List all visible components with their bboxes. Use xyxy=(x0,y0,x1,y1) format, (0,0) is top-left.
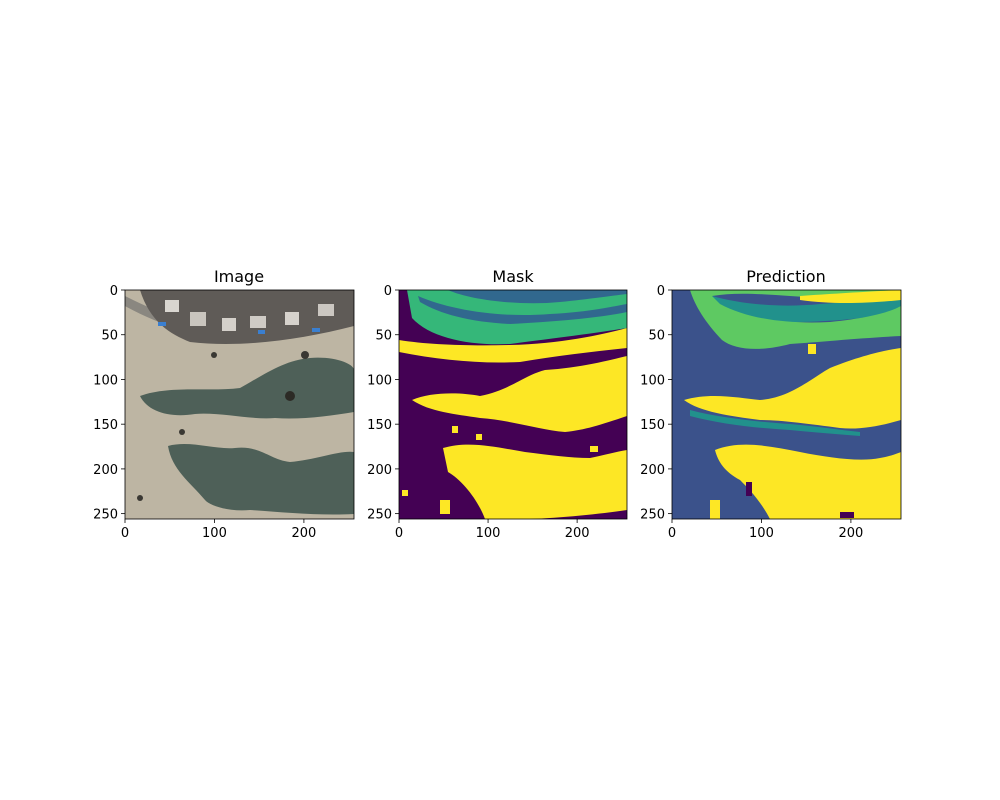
pool xyxy=(258,330,265,334)
y-tick-label: 150 xyxy=(93,418,118,433)
prediction-class-3-speck xyxy=(808,344,816,354)
mask-class-1-mid xyxy=(418,296,627,324)
prediction-class-1-edge xyxy=(690,410,860,436)
y-tick-label: 200 xyxy=(640,463,665,478)
x-tick-label: 200 xyxy=(838,526,863,541)
mask-class-3-speck xyxy=(402,490,408,496)
prediction-class-2-band xyxy=(690,290,901,349)
y-tick-label: 200 xyxy=(93,463,118,478)
y-tick-label: 0 xyxy=(110,284,118,299)
y-tick-label: 200 xyxy=(367,463,392,478)
house-roof xyxy=(190,312,206,326)
y-tick-label: 50 xyxy=(375,329,392,344)
image-axes: 0 100 200 0 50 100 150 200 250 xyxy=(93,284,316,541)
mask-class-3-upper xyxy=(399,328,627,363)
pool xyxy=(312,328,320,332)
mask-heatmap xyxy=(399,290,627,519)
shrub xyxy=(137,495,143,501)
x-tick-label: 0 xyxy=(121,526,129,541)
prediction-panel: Prediction 0 100 200 0 50 100 150 200 250 xyxy=(640,267,902,541)
mask-class-3-speck xyxy=(452,426,458,433)
mask-class-3-speck xyxy=(440,500,450,514)
green-area-lower xyxy=(168,444,354,515)
y-tick-label: 100 xyxy=(367,373,392,388)
prediction-class-1-band xyxy=(712,292,901,322)
x-tick-label: 100 xyxy=(749,526,774,541)
x-tick-label: 100 xyxy=(476,526,501,541)
mask-class-3-speck xyxy=(476,434,482,440)
house-roof xyxy=(250,316,266,328)
y-tick-label: 100 xyxy=(93,373,118,388)
x-tick-label: 100 xyxy=(202,526,227,541)
y-tick-label: 50 xyxy=(648,329,665,344)
mask-frame xyxy=(398,289,628,520)
y-tick-label: 250 xyxy=(640,508,665,523)
prediction-class-3-lower xyxy=(715,444,901,519)
y-tick-label: 50 xyxy=(101,329,118,344)
house-roof xyxy=(222,318,236,331)
image-title: Image xyxy=(214,267,264,286)
mask-class-3-speck xyxy=(590,446,598,452)
prediction-class-0-speck xyxy=(840,512,854,518)
x-tick-label: 200 xyxy=(291,526,316,541)
house-roof xyxy=(318,304,334,316)
prediction-class-0-speck xyxy=(746,482,752,496)
prediction-class-3-middle xyxy=(684,348,901,429)
image-panel: Image 0 100 200 0 50 100 150 200 250 xyxy=(93,267,355,541)
aerial-image xyxy=(125,290,354,519)
y-tick-label: 0 xyxy=(384,284,392,299)
mask-class-3-middle xyxy=(412,356,627,432)
prediction-class-3-upper xyxy=(800,290,901,303)
x-tick-label: 0 xyxy=(668,526,676,541)
prediction-frame xyxy=(671,289,902,520)
shrub xyxy=(179,429,185,435)
pool xyxy=(158,322,166,326)
image-frame xyxy=(124,289,355,520)
mask-class-3-lower xyxy=(443,444,627,519)
prediction-class-3-speck xyxy=(885,490,901,500)
mask-panel: Mask 0 100 200 0 50 100 150 200 250 xyxy=(367,267,628,541)
y-tick-label: 0 xyxy=(657,284,665,299)
x-tick-label: 200 xyxy=(565,526,590,541)
shrub xyxy=(301,351,309,359)
y-tick-label: 150 xyxy=(640,418,665,433)
prediction-axes: 0 100 200 0 50 100 150 200 250 xyxy=(640,284,863,541)
houses-strip xyxy=(140,290,354,345)
mask-axes: 0 100 200 0 50 100 150 200 250 xyxy=(367,284,589,541)
prediction-heatmap xyxy=(672,290,901,519)
shrub xyxy=(285,391,295,401)
green-area-upper xyxy=(140,357,354,419)
y-tick-label: 250 xyxy=(367,508,392,523)
shrub xyxy=(211,352,217,358)
x-tick-label: 0 xyxy=(395,526,403,541)
prediction-class-3-speck xyxy=(710,500,720,519)
prediction-title: Prediction xyxy=(746,267,825,286)
house-roof xyxy=(285,312,299,325)
house-roof xyxy=(165,300,179,312)
y-tick-label: 250 xyxy=(93,508,118,523)
mask-title: Mask xyxy=(492,267,534,286)
y-tick-label: 100 xyxy=(640,373,665,388)
y-tick-label: 150 xyxy=(367,418,392,433)
